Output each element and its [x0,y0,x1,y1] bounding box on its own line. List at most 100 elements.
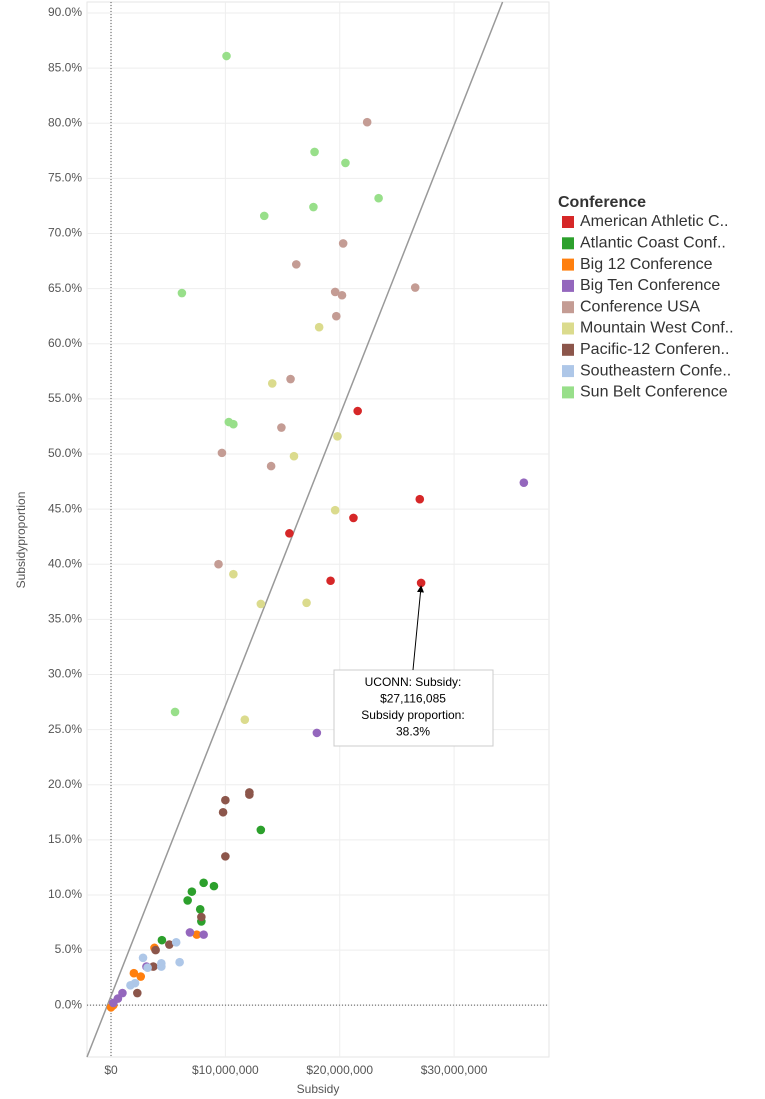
point [266,461,276,471]
point [312,728,322,738]
point [126,981,135,990]
point [337,290,347,300]
point [331,311,341,321]
y-tick-label: 85.0% [48,60,82,74]
annotation-text: 38.3% [396,725,430,739]
y-tick-label: 90.0% [48,5,82,19]
legend-label: Big Ten Conference [580,277,720,294]
point [165,940,174,949]
y-tick-label: 45.0% [48,501,82,515]
point [519,478,529,487]
legend-swatch [562,365,574,378]
point [277,423,286,432]
y-tick-label: 75.0% [48,171,82,185]
point [171,938,181,947]
y-tick-label: 60.0% [48,336,82,350]
y-tick-label: 10.0% [48,887,82,901]
point [133,988,142,998]
point [362,117,372,127]
legend-swatch [562,237,574,250]
legend-label: American Athletic C.. [580,213,729,230]
point [310,147,319,157]
point [416,578,426,588]
legend-swatch [562,279,574,292]
legend-swatch [562,343,574,356]
legend-title: Conference [558,194,646,211]
legend-swatch [562,216,574,228]
legend-label: Sun Belt Conference [580,384,728,401]
point [109,998,118,1008]
y-axis-title: Subsidyproportion [14,492,28,589]
point [349,513,358,523]
point [330,287,340,297]
point [333,432,342,441]
point [157,935,167,945]
x-axis-title: Subsidy [297,1082,340,1096]
y-tick-label: 30.0% [48,667,82,681]
point [229,569,238,579]
point [353,406,362,416]
legend-label: Southeastern Confe.. [580,362,731,379]
annotation-text: UCONN: Subsidy: [365,675,462,689]
y-tick-label: 55.0% [48,391,82,405]
point [302,598,311,608]
point [326,576,335,586]
y-tick-label: 80.0% [48,115,82,129]
point [291,260,301,269]
point [341,158,350,168]
point [374,193,383,203]
plot-area [86,1,550,1058]
y-tick-label: 70.0% [48,226,82,240]
point [338,239,348,248]
y-tick-label: 65.0% [48,281,82,295]
x-tick-label: $20,000,000 [306,1063,373,1077]
y-tick-label: 50.0% [48,446,82,460]
point [192,930,202,939]
point [199,930,208,939]
point [285,529,294,538]
x-tick-label: $30,000,000 [421,1063,488,1077]
legend-label: Pacific-12 Conferen.. [580,341,729,358]
point [183,896,192,905]
point [415,494,425,504]
point [259,211,269,221]
point [410,283,420,292]
legend-swatch [562,301,574,314]
point [309,202,318,212]
point [240,715,250,724]
y-tick-label: 25.0% [48,722,82,736]
annotation-box [333,669,494,747]
point [314,322,324,332]
point [129,968,139,978]
point [214,559,223,569]
point [197,912,206,922]
annotation-text: Subsidy proportion: [361,708,464,722]
point [256,599,266,609]
x-tick-label: $10,000,000 [192,1063,259,1077]
y-tick-label: 20.0% [48,777,82,791]
point [136,972,146,981]
point [330,505,340,515]
legend-swatch [562,386,574,399]
legend-swatch [562,258,574,271]
point [221,852,230,861]
point [256,825,266,835]
point [245,790,254,799]
point [289,451,299,461]
point [286,374,295,384]
point [187,887,197,896]
y-tick-label: 40.0% [48,556,82,570]
legend-label: Atlantic Coast Conf.. [580,235,726,252]
point [267,379,277,388]
point [138,953,148,963]
y-tick-label: 0.0% [55,997,83,1011]
point [185,928,195,937]
legend-label: Big 12 Conference [580,256,713,273]
point [229,419,238,429]
legend-swatch [562,322,574,335]
point [221,795,230,805]
annotation-text: $27,116,085 [380,692,446,706]
point [222,51,231,61]
x-tick-label: $0 [104,1063,118,1077]
y-tick-label: 5.0% [55,942,83,956]
